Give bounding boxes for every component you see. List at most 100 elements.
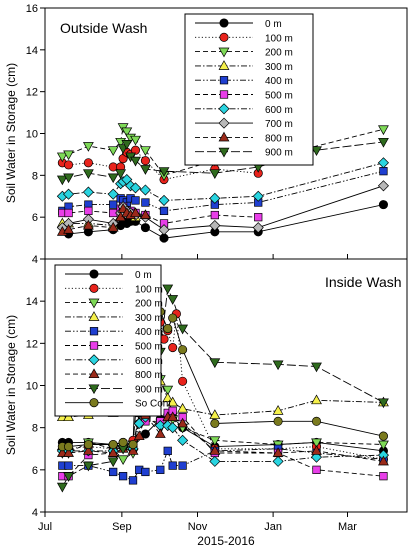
data-point xyxy=(377,157,389,169)
data-point xyxy=(84,206,93,216)
data-point xyxy=(107,188,119,200)
series-line xyxy=(62,416,384,462)
x-axis: Jul Sep Nov Jan Mar xyxy=(38,254,357,533)
data-point xyxy=(178,345,188,355)
legend-label: 400 m xyxy=(265,76,293,87)
data-point xyxy=(128,476,138,485)
data-point xyxy=(107,447,119,457)
data-point xyxy=(177,417,189,428)
data-point xyxy=(133,430,145,441)
data-point xyxy=(159,206,169,216)
legend-marker xyxy=(218,117,230,129)
data-point xyxy=(378,125,389,136)
legend-marker xyxy=(218,103,230,115)
y-tick-label: 12 xyxy=(26,338,38,350)
series-line xyxy=(62,414,384,462)
data-point xyxy=(83,158,93,168)
data-point xyxy=(121,127,133,138)
series-line xyxy=(62,448,384,481)
data-point xyxy=(141,198,150,207)
data-point xyxy=(64,208,73,218)
data-point xyxy=(133,417,145,429)
legend-label: 100 m xyxy=(135,284,163,295)
data-point xyxy=(82,461,94,472)
legend-marker xyxy=(88,298,100,309)
legend-marker xyxy=(219,90,229,99)
y-tick-label: 8 xyxy=(32,423,38,435)
data-point xyxy=(272,447,284,457)
data-point xyxy=(64,442,74,452)
data-point xyxy=(210,418,220,428)
data-point xyxy=(109,467,118,477)
y-tick-label: 10 xyxy=(26,129,38,141)
legend-marker xyxy=(89,283,99,293)
bottom-axes: 4 6 8 10 12 14 xyxy=(26,296,45,519)
data-point xyxy=(128,439,138,450)
data-point xyxy=(156,465,165,474)
data-point xyxy=(273,416,283,426)
data-point xyxy=(83,439,93,450)
data-point xyxy=(252,222,264,234)
legend-label: 100 m xyxy=(265,33,293,44)
data-point xyxy=(63,447,74,457)
data-point xyxy=(130,135,141,146)
legend-label: 500 m xyxy=(135,342,163,353)
data-point xyxy=(107,457,119,468)
data-point xyxy=(209,436,221,447)
data-point xyxy=(56,152,68,163)
data-point xyxy=(130,145,141,155)
data-point xyxy=(167,396,179,407)
data-point xyxy=(311,394,322,405)
data-point xyxy=(254,213,263,222)
data-point xyxy=(162,392,174,403)
legend-marker xyxy=(219,76,229,85)
legend-label: 900 m xyxy=(265,148,293,159)
y-tick-label: 8 xyxy=(32,170,38,182)
data-point xyxy=(162,385,174,396)
legend-label: 300 m xyxy=(135,313,163,324)
data-point xyxy=(272,360,284,371)
legend-marker xyxy=(88,368,100,379)
legend-label: 200 m xyxy=(135,299,163,310)
legend-marker xyxy=(88,311,100,321)
data-point xyxy=(209,445,221,455)
data-point xyxy=(82,169,94,179)
y-tick-label: 10 xyxy=(26,381,38,393)
data-point xyxy=(162,284,174,295)
data-point xyxy=(177,434,189,446)
data-point xyxy=(121,140,133,150)
data-point xyxy=(209,169,221,179)
data-point xyxy=(82,219,94,230)
data-point xyxy=(168,342,178,353)
data-point xyxy=(139,184,151,196)
data-point xyxy=(311,146,322,156)
data-point xyxy=(163,446,172,455)
y-tick-label: 12 xyxy=(26,87,38,99)
data-point xyxy=(63,173,74,184)
data-point xyxy=(378,440,389,451)
data-point xyxy=(378,200,388,210)
x-axis-label: 2015-2016 xyxy=(197,534,255,548)
data-point xyxy=(140,223,150,233)
y-tick-label: 16 xyxy=(26,3,38,15)
data-point xyxy=(64,461,73,470)
data-point xyxy=(272,455,284,467)
data-point xyxy=(310,451,323,463)
data-point xyxy=(139,165,151,175)
legend-marker xyxy=(218,147,230,158)
data-point xyxy=(63,150,74,161)
data-point xyxy=(210,210,219,220)
legend-marker xyxy=(219,32,229,42)
legend-marker xyxy=(88,384,100,395)
legend-label: 500 m xyxy=(265,91,293,102)
data-point xyxy=(377,180,389,192)
data-point xyxy=(82,186,94,198)
top-axes: 4 6 8 10 12 14 16 xyxy=(26,3,45,266)
data-point xyxy=(311,438,322,449)
x-tick-label: Sep xyxy=(112,521,132,533)
data-point xyxy=(63,188,75,200)
data-point xyxy=(64,160,74,170)
data-point xyxy=(158,224,170,236)
data-point xyxy=(379,472,388,481)
data-point xyxy=(311,362,322,373)
